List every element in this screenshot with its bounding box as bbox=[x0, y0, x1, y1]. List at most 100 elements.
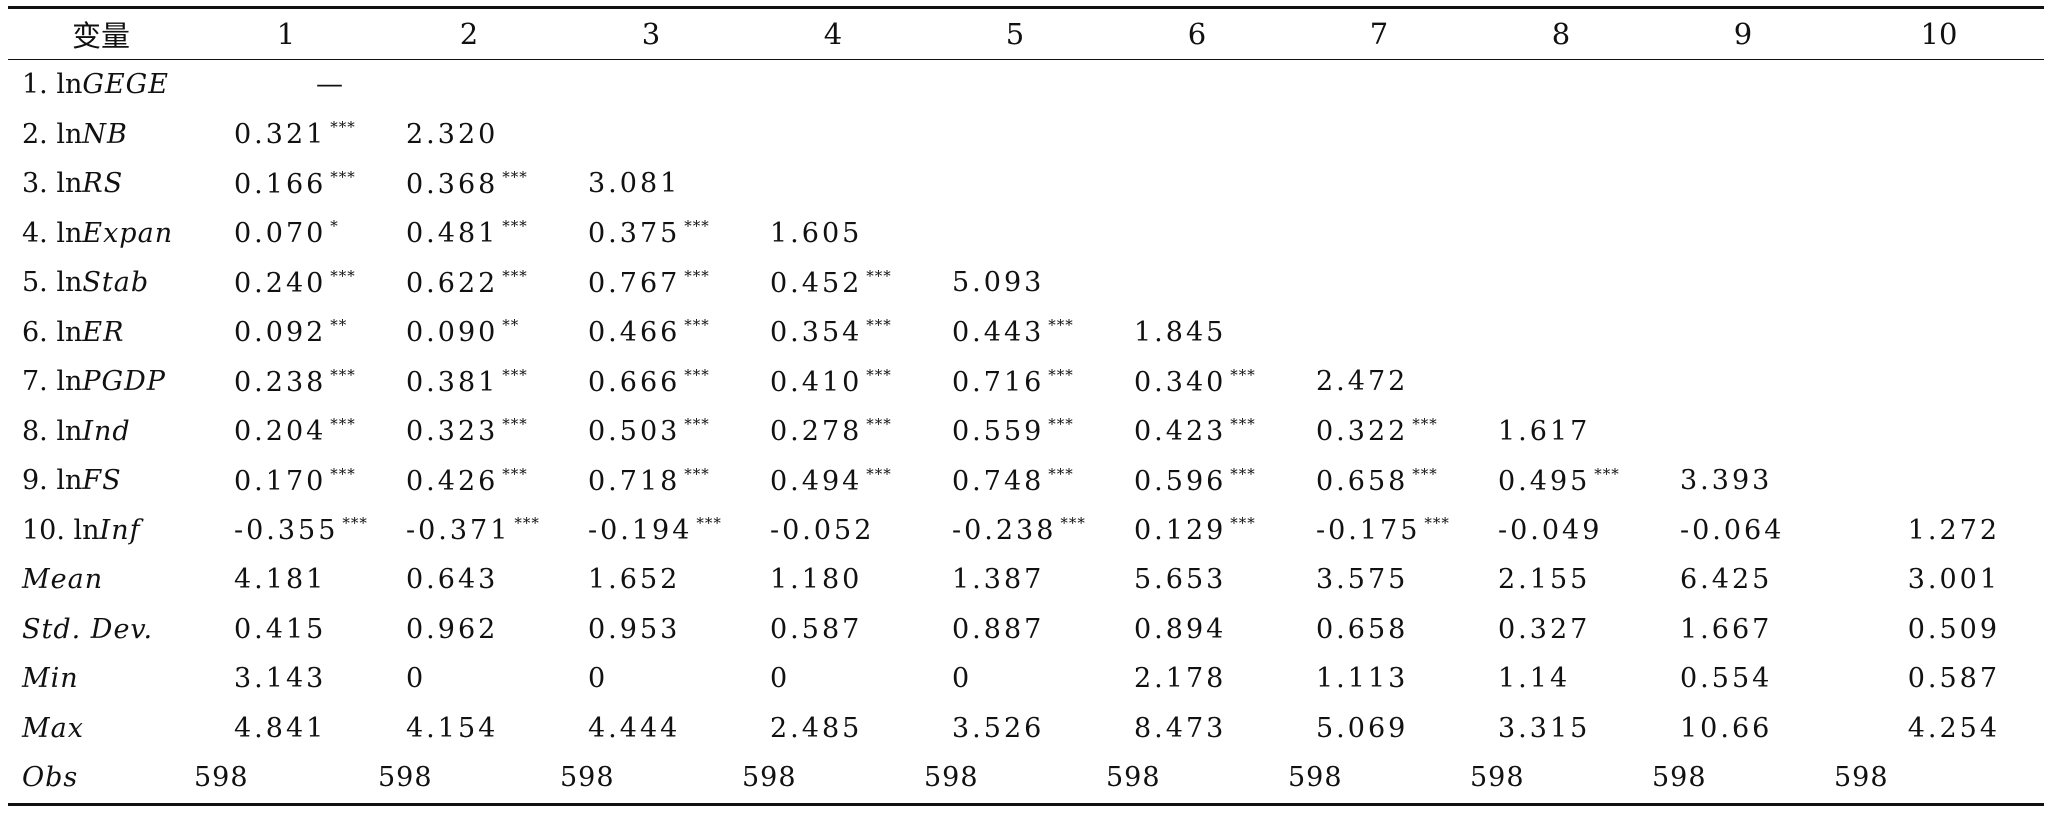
row-label: 2. lnNB bbox=[8, 110, 194, 160]
table-cell: 0 bbox=[560, 654, 742, 704]
significance-stars: *** bbox=[866, 266, 892, 285]
column-header-10: 10 bbox=[1834, 7, 2044, 60]
table-cell: 3.143 bbox=[194, 654, 378, 704]
table-cell: 0.716 *** bbox=[924, 357, 1106, 407]
empty-cell bbox=[1652, 357, 1834, 407]
significance-stars: *** bbox=[684, 316, 710, 335]
cell-value: 0.423 bbox=[1134, 416, 1227, 448]
row-label-prefix: 5. ln bbox=[22, 267, 83, 299]
cell-value: 0.375 bbox=[588, 218, 681, 250]
table-cell: 598 bbox=[1652, 753, 1834, 804]
cell-value: 598 bbox=[742, 762, 797, 794]
cell-value: 0.643 bbox=[406, 564, 499, 596]
significance-stars: *** bbox=[502, 365, 528, 384]
significance-stars: *** bbox=[330, 365, 356, 384]
significance-stars: *** bbox=[684, 365, 710, 384]
table-cell: 0.354 *** bbox=[742, 308, 924, 358]
cell-value: 3.143 bbox=[234, 663, 327, 695]
table-cell: 0.658 *** bbox=[1288, 456, 1470, 506]
table-cell: 4.254 bbox=[1834, 704, 2044, 754]
correlation-table-container: 变量 1 2 3 4 5 6 7 8 9 10 1. lnGEGE —2. lnNB 0.321 *** 2… bbox=[8, 6, 2044, 806]
table-cell: 598 bbox=[1288, 753, 1470, 804]
cell-value: 0.503 bbox=[588, 416, 681, 448]
table-cell: 598 bbox=[560, 753, 742, 804]
cell-value: 2.472 bbox=[1316, 366, 1409, 398]
table-cell: 0.622 *** bbox=[378, 258, 560, 308]
table-cell: 0.452 *** bbox=[742, 258, 924, 308]
empty-cell bbox=[1106, 258, 1288, 308]
table-cell: 3.526 bbox=[924, 704, 1106, 754]
table-cell: 0.278 *** bbox=[742, 407, 924, 457]
row-label-variable: FS bbox=[82, 465, 122, 497]
table-cell: 3.575 bbox=[1288, 555, 1470, 605]
table-row: Min 3.143 0 0 0 0 2.178 1.113 1.14 0.554 0.587 bbox=[8, 654, 2044, 704]
empty-cell bbox=[378, 60, 560, 110]
empty-cell bbox=[1652, 308, 1834, 358]
empty-cell bbox=[1834, 159, 2044, 209]
table-cell: 0.415 bbox=[194, 605, 378, 655]
cell-value: 4.254 bbox=[1907, 712, 2000, 744]
table-cell: -0.194 *** bbox=[560, 506, 742, 556]
cell-value: 0.415 bbox=[234, 613, 327, 645]
empty-cell bbox=[742, 60, 924, 110]
empty-cell bbox=[1652, 258, 1834, 308]
cell-value: 0.322 bbox=[1316, 416, 1409, 448]
table-cell: 0.381 *** bbox=[378, 357, 560, 407]
table-cell: -0.064 bbox=[1652, 506, 1834, 556]
cell-value: 3.081 bbox=[588, 168, 681, 200]
empty-cell bbox=[1288, 159, 1470, 209]
row-label-variable: Mean bbox=[22, 564, 104, 596]
cell-value: 598 bbox=[1834, 762, 1889, 794]
table-cell: 1.113 bbox=[1288, 654, 1470, 704]
cell-value: 598 bbox=[924, 762, 979, 794]
table-cell: 0 bbox=[924, 654, 1106, 704]
significance-stars: *** bbox=[1230, 365, 1256, 384]
significance-stars: * bbox=[330, 217, 339, 236]
row-label-variable: Obs bbox=[22, 762, 79, 794]
significance-stars: ** bbox=[502, 316, 520, 335]
cell-value: 0.129 bbox=[1134, 515, 1227, 547]
cell-value: 0.716 bbox=[952, 366, 1045, 398]
cell-value: 4.181 bbox=[234, 564, 327, 596]
empty-cell bbox=[1834, 456, 2044, 506]
cell-value: 2.320 bbox=[406, 118, 499, 150]
empty-cell bbox=[1834, 308, 2044, 358]
table-row: 3. lnRS 0.166 *** 0.368 *** 3.081 bbox=[8, 159, 2044, 209]
table-row: 5. lnStab 0.240 *** 0.622 *** 0.767 *** 0.452 **… bbox=[8, 258, 2044, 308]
column-header-5: 5 bbox=[924, 7, 1106, 60]
table-cell: 2.485 bbox=[742, 704, 924, 754]
row-label-prefix: 6. ln bbox=[22, 316, 83, 348]
table-cell: -0.371 *** bbox=[378, 506, 560, 556]
cell-value: -0.052 bbox=[770, 514, 875, 546]
table-cell: 0.953 bbox=[560, 605, 742, 655]
table-cell: 5.069 bbox=[1288, 704, 1470, 754]
row-label-prefix: 4. ln bbox=[22, 217, 83, 249]
table-cell: -0.175 *** bbox=[1288, 506, 1470, 556]
table-cell: 6.425 bbox=[1652, 555, 1834, 605]
cell-value: 1.652 bbox=[588, 564, 681, 596]
empty-cell bbox=[1288, 110, 1470, 160]
row-label: Mean bbox=[8, 555, 194, 605]
table-cell: 1.845 bbox=[1106, 308, 1288, 358]
table-cell: 0.129 *** bbox=[1106, 506, 1288, 556]
table-cell: 1.667 bbox=[1652, 605, 1834, 655]
column-header-variable: 变量 bbox=[8, 7, 194, 60]
empty-cell bbox=[924, 159, 1106, 209]
table-cell: 598 bbox=[1106, 753, 1288, 804]
cell-value: 0.481 bbox=[406, 218, 499, 250]
table-cell: 0 bbox=[742, 654, 924, 704]
cell-value: -0.355 bbox=[234, 515, 339, 547]
cell-value: 3.393 bbox=[1680, 465, 1773, 497]
table-row: Obs 598 598 598 598 598 598 598 598 598 598 bbox=[8, 753, 2044, 804]
row-label-variable: Max bbox=[22, 712, 84, 744]
cell-value: 3.315 bbox=[1498, 712, 1591, 744]
row-label: 7. lnPGDP bbox=[8, 357, 194, 407]
table-cell: 0.340 *** bbox=[1106, 357, 1288, 407]
significance-stars: *** bbox=[1412, 415, 1438, 434]
row-label: 6. lnER bbox=[8, 308, 194, 358]
cell-value: 0 bbox=[406, 663, 427, 695]
significance-stars: *** bbox=[330, 415, 356, 434]
cell-value: 6.425 bbox=[1680, 564, 1773, 596]
cell-value: 0.323 bbox=[406, 416, 499, 448]
row-label: 4. lnExpan bbox=[8, 209, 194, 259]
